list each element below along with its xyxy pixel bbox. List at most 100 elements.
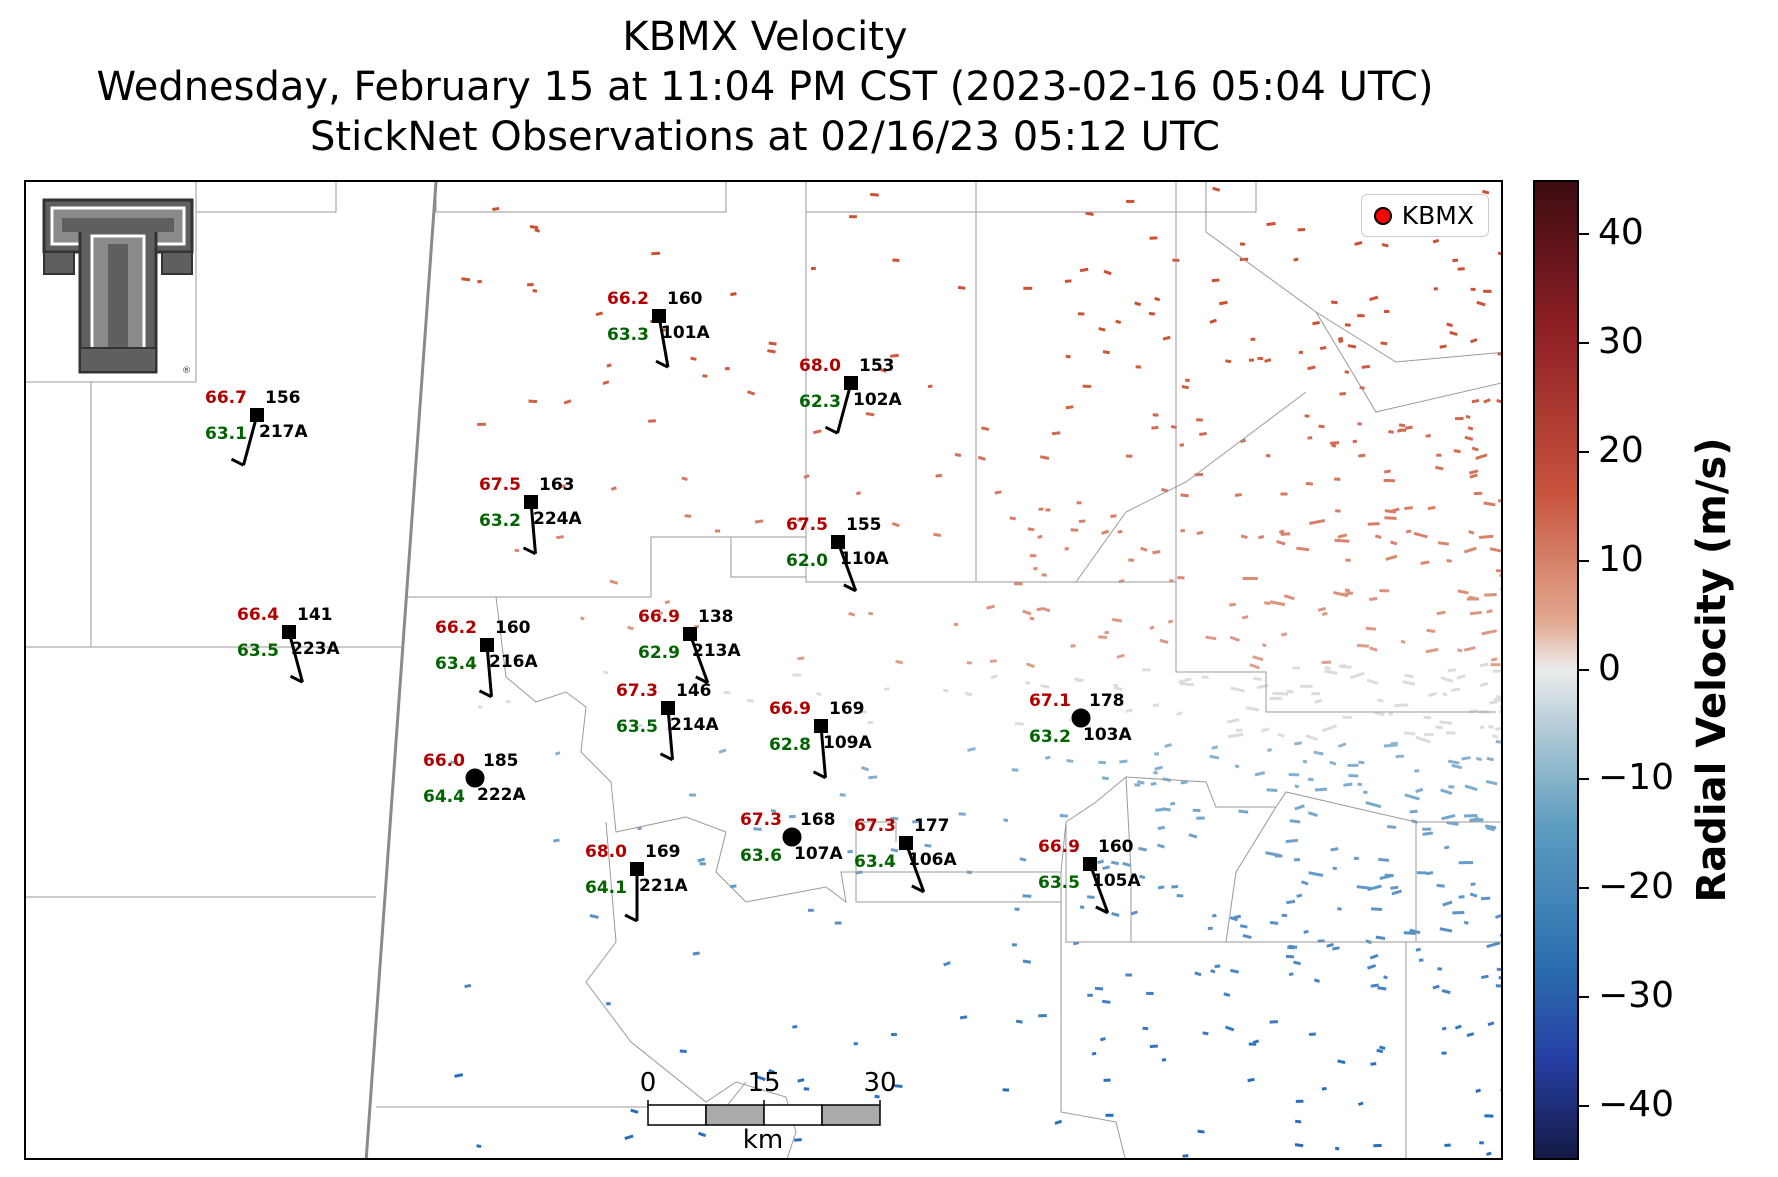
station-id: 105A — [1092, 871, 1141, 891]
station-222A[interactable]: 66.0 185 64.4 222A — [423, 751, 526, 807]
station-id: 222A — [477, 785, 526, 805]
station-square-marker — [250, 408, 264, 422]
colorbar-title: Radial Velocity (m/s) — [1689, 437, 1735, 903]
station-224A[interactable]: 67.5 163 63.2 224A — [479, 475, 582, 556]
station-square-marker — [814, 719, 828, 733]
station-square-marker — [282, 625, 296, 639]
station-temperature: 67.5 — [479, 475, 521, 495]
station-dewpoint: 63.5 — [237, 641, 279, 661]
wind-barb-shaft — [242, 414, 259, 466]
station-id: 110A — [840, 549, 889, 569]
wind-barb-flag — [624, 913, 638, 923]
wind-barb-shaft — [287, 631, 304, 683]
scale-bar — [647, 1100, 881, 1126]
station-dewpoint: 63.2 — [1029, 727, 1071, 747]
station-id: 106A — [908, 850, 957, 870]
station-106A[interactable]: 67.3 177 63.4 106A — [854, 816, 957, 894]
wind-barb-flag — [659, 752, 674, 762]
county-line — [806, 182, 1257, 213]
colorbar-tick-label: 30 — [1598, 321, 1644, 363]
station-temperature: 67.5 — [786, 515, 828, 535]
radar-velocity-layer — [449, 186, 1501, 1158]
legend-label: KBMX — [1401, 201, 1474, 230]
station-dewpoint: 64.4 — [423, 787, 465, 807]
legend: KBMX — [1360, 194, 1489, 237]
station-221A[interactable]: 68.0 169 64.1 221A — [585, 842, 688, 923]
station-101A[interactable]: 66.2 160 63.3 101A — [607, 289, 710, 369]
station-217A[interactable]: 66.7 156 63.1 217A — [205, 388, 308, 467]
station-107A[interactable]: 67.3 168 63.6 107A — [740, 810, 843, 866]
station-dewpoint: 63.5 — [616, 717, 658, 737]
station-temperature: 67.3 — [616, 681, 658, 701]
county-line — [1315, 311, 1501, 413]
county-boundaries — [26, 182, 1501, 1158]
station-id: 213A — [692, 641, 741, 661]
state-border — [364, 182, 438, 1158]
station-pressure: 160 — [667, 289, 703, 309]
county-line — [435, 182, 727, 213]
station-dewpoint: 62.9 — [638, 643, 680, 663]
wind-barb-flag — [812, 770, 827, 780]
scale-tick-30: 30 — [863, 1068, 897, 1098]
wind-barb-flag — [911, 884, 925, 894]
station-temperature: 66.7 — [205, 388, 247, 408]
county-line — [1060, 872, 1126, 1158]
registered-mark: ® — [182, 366, 191, 376]
station-calm-circle-marker — [781, 826, 803, 848]
station-213A[interactable]: 66.9 138 62.9 213A — [638, 607, 741, 685]
station-105A[interactable]: 66.9 160 63.5 105A — [1038, 837, 1141, 915]
station-216A[interactable]: 66.2 160 63.4 216A — [435, 618, 538, 699]
wind-barb-shaft — [836, 541, 858, 592]
station-square-marker — [1083, 857, 1097, 871]
station-103A[interactable]: 67.1 178 63.2 103A — [1029, 691, 1132, 747]
station-id: 217A — [259, 422, 308, 442]
station-102A[interactable]: 68.0 153 62.3 102A — [799, 356, 902, 435]
station-calm-circle-marker — [1070, 707, 1092, 729]
station-square-marker — [652, 309, 666, 323]
station-id: 107A — [794, 844, 843, 864]
wind-barb-flag — [1095, 905, 1109, 915]
station-dewpoint: 62.3 — [799, 392, 841, 412]
station-pressure: 155 — [846, 515, 882, 535]
colorbar-tick-mark — [1579, 1104, 1589, 1107]
wind-barb-shaft — [666, 707, 674, 760]
station-110A[interactable]: 67.5 155 62.0 110A — [786, 515, 889, 593]
station-pressure: 153 — [859, 356, 895, 376]
title-observations: StickNet Observations at 02/16/23 05:12 … — [310, 114, 1220, 160]
station-223A[interactable]: 66.4 141 63.5 223A — [237, 605, 340, 684]
map-canvas: 66.2 160 63.3 101A 68.0 153 62.3 102A 66.7 156 63.… — [26, 182, 1501, 1158]
wind-barb-shaft — [688, 633, 710, 684]
station-214A[interactable]: 67.3 146 63.5 214A — [616, 681, 719, 762]
colorbar-tick-label: −20 — [1598, 865, 1674, 907]
station-pressure: 156 — [265, 388, 301, 408]
county-line — [26, 382, 92, 648]
scale-segment — [763, 1104, 823, 1126]
county-line — [195, 182, 337, 213]
station-id: 109A — [823, 733, 872, 753]
station-temperature: 67.3 — [740, 810, 782, 830]
colorbar-tick-mark — [1579, 560, 1589, 563]
double-t-icon: ® — [42, 198, 194, 376]
station-temperature: 67.3 — [854, 816, 896, 836]
station-pressure: 168 — [800, 810, 836, 830]
station-temperature: 66.2 — [435, 618, 477, 638]
station-square-marker — [831, 535, 845, 549]
colorbar-tick-label: 0 — [1598, 648, 1621, 689]
county-line — [806, 581, 1496, 713]
scale-segment — [647, 1104, 707, 1126]
station-dewpoint: 62.8 — [769, 735, 811, 755]
station-id: 214A — [670, 715, 719, 735]
station-pressure: 163 — [539, 475, 575, 495]
station-square-marker — [683, 627, 697, 641]
station-109A[interactable]: 66.9 169 62.8 109A — [769, 699, 872, 780]
station-dewpoint: 63.5 — [1038, 873, 1080, 893]
wind-barb-shaft — [904, 842, 926, 893]
station-square-marker — [661, 701, 675, 715]
station-temperature: 66.9 — [638, 607, 680, 627]
station-dewpoint: 63.1 — [205, 424, 247, 444]
station-pressure: 146 — [676, 681, 712, 701]
station-pressure: 160 — [495, 618, 531, 638]
station-calm-circle-marker — [464, 767, 486, 789]
colorbar-tick-label: −40 — [1598, 1083, 1674, 1125]
scale-tick-15: 15 — [747, 1068, 781, 1098]
